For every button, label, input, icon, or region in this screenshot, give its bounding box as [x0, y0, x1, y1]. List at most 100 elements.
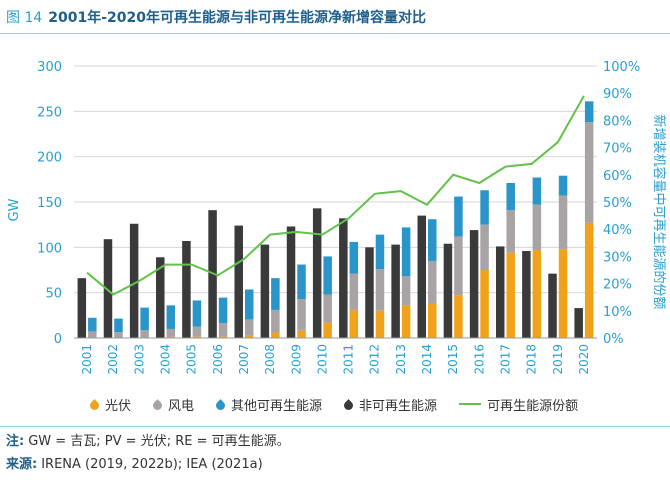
x-tick-label: 2011 — [342, 344, 356, 375]
legend-swatch-other-re — [214, 399, 227, 412]
bar-solar-2007 — [244, 335, 254, 338]
bar-solar-2010 — [323, 322, 332, 338]
bar-solar-2011 — [349, 309, 359, 338]
source: 来源: IRENA (2019, 2022b); IEA (2021a) — [6, 455, 263, 475]
bar-solar-2018 — [532, 250, 542, 338]
y-tick-label: 100 — [37, 241, 62, 256]
bar-non-re-2012 — [365, 247, 374, 338]
bar-solar-2008 — [271, 332, 280, 338]
legend-item-other-re: 其他可再生能源 — [214, 395, 323, 414]
legend-label-other-re: 其他可再生能源 — [231, 398, 323, 414]
bar-non-re-2014 — [417, 215, 427, 338]
bar-non-re-2015 — [443, 243, 453, 338]
bar-non-re-2018 — [522, 250, 531, 338]
legend-item-wind: 风电 — [151, 395, 195, 414]
legend-label-solar: 光伏 — [105, 398, 132, 414]
source-text: IRENA (2019, 2022b); IEA (2021a) — [41, 457, 263, 472]
bar-solar-2017 — [506, 252, 515, 338]
bar-other-re-2013 — [401, 227, 411, 277]
x-tick-label: 2019 — [551, 344, 565, 375]
x-tick-label: 2007 — [237, 344, 251, 375]
x-tick-label: 2013 — [394, 344, 408, 375]
bar-other-re-2019 — [558, 175, 568, 196]
y2-tick-label: 50% — [603, 196, 632, 211]
bar-other-re-2005 — [192, 300, 202, 327]
bar-wind-2018 — [532, 204, 542, 251]
bottom-divider — [0, 426, 670, 427]
x-tick-label: 2006 — [211, 344, 225, 375]
bar-solar-2015 — [454, 295, 463, 338]
bar-non-re-2017 — [495, 246, 505, 338]
chart: 0 50 100 150 200 250 300 0% 10% 20% 30% 40% 50% 60% 70… — [7, 60, 667, 375]
figure-title: 2001年-2020年可再生能源与非可再生能源净新增容量对比 — [48, 10, 427, 26]
bar-non-re-2005 — [182, 240, 191, 338]
x-tick-label: 2020 — [577, 344, 591, 375]
bar-solar-2020 — [584, 222, 594, 338]
bar-other-re-2011 — [349, 241, 359, 274]
legend-swatch-re-share — [459, 403, 482, 405]
y2-tick-label: 0% — [603, 332, 624, 347]
bar-other-re-2002 — [114, 318, 123, 333]
figure-label: 图 14 — [6, 10, 43, 26]
bar-other-re-2016 — [480, 190, 489, 225]
y-axis-title: GW — [7, 198, 22, 221]
source-key: 来源: — [6, 457, 38, 472]
bar-wind-2013 — [401, 276, 411, 306]
legend-label-wind: 风电 — [168, 398, 195, 414]
bar-other-re-2006 — [218, 297, 228, 324]
y2-tick-label: 20% — [603, 278, 632, 293]
bar-wind-2001 — [88, 331, 97, 338]
bar-solar-2016 — [480, 270, 489, 338]
y-tick-label: 200 — [37, 151, 62, 166]
y-tick-label: 50 — [45, 287, 62, 302]
legend-item-solar: 光伏 — [88, 395, 132, 414]
x-tick-label: 2004 — [159, 344, 173, 375]
bar-non-re-2016 — [469, 230, 479, 338]
y-tick-label: 0 — [54, 332, 62, 347]
bar-non-re-2008 — [260, 244, 270, 338]
bar-solar-2013 — [401, 305, 411, 338]
x-tick-label: 2001 — [80, 344, 94, 375]
bar-wind-2019 — [558, 195, 568, 250]
bar-other-re-2009 — [297, 264, 306, 300]
y2-tick-label: 40% — [603, 223, 632, 238]
legend-label-non-re: 非可再生能源 — [359, 398, 438, 414]
note-text: GW = 吉瓦; PV = 光伏; RE = 可再生能源。 — [28, 434, 290, 449]
bar-other-re-2020 — [584, 101, 594, 123]
bar-non-re-2002 — [103, 239, 113, 338]
x-tick-label: 2008 — [263, 344, 277, 375]
bar-other-re-2010 — [323, 256, 332, 295]
x-tick-label: 2015 — [446, 344, 460, 375]
bar-other-re-2014 — [428, 219, 437, 261]
bar-wind-2012 — [375, 269, 385, 311]
x-tick-label: 2016 — [472, 344, 486, 375]
legend-item-non-re: 非可再生能源 — [342, 395, 438, 414]
figure-title-row: 图 14 2001年-2020年可再生能源与非可再生能源净新增容量对比 — [6, 6, 426, 30]
bar-non-re-2007 — [234, 225, 243, 338]
bar-non-re-2019 — [548, 273, 557, 338]
note-key: 注: — [6, 434, 25, 449]
legend-swatch-non-re — [342, 399, 355, 412]
y2-tick-label: 60% — [603, 169, 632, 184]
bar-wind-2005 — [192, 326, 202, 337]
bar-wind-2003 — [140, 330, 149, 338]
bar-solar-2009 — [297, 330, 306, 338]
x-tick-label: 2002 — [106, 344, 120, 375]
line-re-share — [86, 95, 585, 296]
bar-solar-2019 — [558, 249, 568, 338]
bar-non-re-2013 — [391, 244, 400, 338]
bar-other-re-2007 — [244, 289, 254, 320]
x-tick-label: 2017 — [498, 344, 512, 375]
bar-non-re-2003 — [129, 223, 139, 338]
bar-other-re-2004 — [166, 305, 176, 329]
y2-tick-label: 10% — [603, 305, 632, 320]
bar-solar-2012 — [375, 310, 385, 338]
bar-wind-2008 — [271, 309, 280, 333]
legend-swatch-solar — [88, 399, 101, 412]
bar-non-re-2004 — [156, 257, 165, 338]
bar-other-re-2017 — [506, 182, 515, 211]
bar-other-re-2008 — [271, 278, 280, 310]
bar-wind-2017 — [506, 210, 515, 253]
x-tick-label: 2009 — [289, 344, 303, 375]
